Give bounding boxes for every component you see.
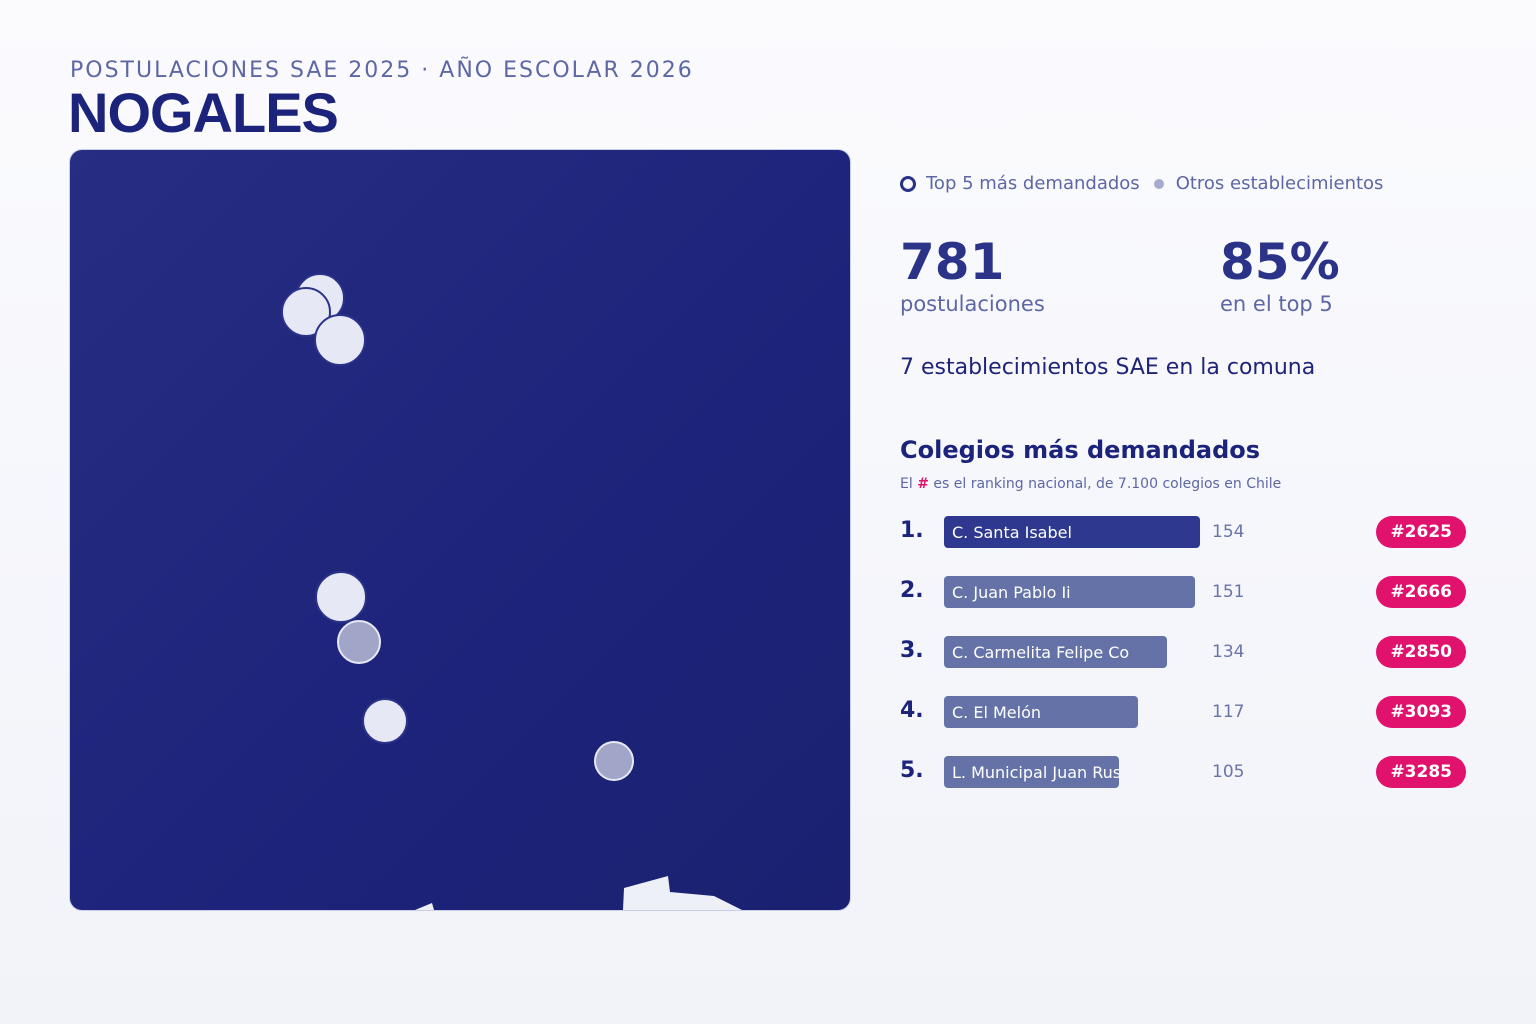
- applications-label: postulaciones: [900, 292, 1045, 316]
- rank-badge: #2666: [1376, 576, 1466, 608]
- others-dot-icon: [1153, 178, 1164, 189]
- map-panel[interactable]: [70, 150, 850, 910]
- rank-bar: L. Municipal Juan Rusque: [944, 756, 1119, 788]
- legend-others-label: Otros establecimientos: [1175, 173, 1384, 194]
- map-neighbor-shape: [415, 903, 434, 910]
- rank-school-name: C. Juan Pablo Ii: [952, 583, 1071, 602]
- applications-value: 781: [900, 233, 1005, 291]
- rank-position: 2.: [900, 578, 924, 603]
- top5-share-label: en el top 5: [1220, 292, 1333, 316]
- rank-value: 134: [1212, 642, 1245, 662]
- rank-bar: C. Carmelita Felipe Co: [944, 636, 1167, 668]
- schools-count: 7 establecimientos SAE en la comuna: [900, 355, 1316, 380]
- rank-position: 3.: [900, 638, 924, 663]
- rank-position: 5.: [900, 758, 924, 783]
- page-supertitle: POSTULACIONES SAE 2025 · AÑO ESCOLAR 202…: [70, 58, 694, 83]
- ranking-note-hash: #: [917, 476, 929, 492]
- school-marker[interactable]: [594, 741, 634, 781]
- rank-badge: #3285: [1376, 756, 1466, 788]
- school-marker[interactable]: [315, 571, 367, 623]
- ranking-note-suffix: es el ranking nacional, de 7.100 colegio…: [933, 476, 1282, 492]
- rank-badge: #2625: [1376, 516, 1466, 548]
- ranking-title: Colegios más demandados: [900, 436, 1261, 464]
- school-marker[interactable]: [337, 620, 381, 664]
- rank-bar: C. El Melón: [944, 696, 1138, 728]
- rank-position: 1.: [900, 518, 924, 543]
- map-svg[interactable]: [70, 150, 850, 910]
- ranking-row[interactable]: 3. C. Carmelita Felipe Co 134 #2850: [900, 636, 1470, 670]
- map-legend: Top 5 más demandados Otros establecimien…: [900, 173, 1383, 194]
- rank-value: 117: [1212, 702, 1245, 722]
- ranking-note: El # es el ranking nacional, de 7.100 co…: [900, 476, 1281, 492]
- rank-bar: C. Juan Pablo Ii: [944, 576, 1195, 608]
- page-title: NOGALES: [68, 81, 339, 144]
- school-marker[interactable]: [314, 314, 366, 366]
- rank-badge: #3093: [1376, 696, 1466, 728]
- rank-value: 151: [1212, 582, 1245, 602]
- ranking-row[interactable]: 2. C. Juan Pablo Ii 151 #2666: [900, 576, 1470, 610]
- applications-stat: 781 postulaciones: [900, 232, 1045, 316]
- top5-ring-icon: [900, 175, 916, 192]
- school-marker[interactable]: [281, 287, 331, 337]
- ranking-row[interactable]: 1. C. Santa Isabel 154 #2625: [900, 516, 1470, 550]
- rank-badge: #2850: [1376, 636, 1466, 668]
- rank-value: 105: [1212, 762, 1245, 782]
- school-marker[interactable]: [362, 698, 408, 744]
- top5-share-value: 85%: [1220, 233, 1340, 291]
- map-neighbor-shape: [623, 876, 742, 910]
- rank-position: 4.: [900, 698, 924, 723]
- ranking-note-prefix: El: [900, 476, 913, 492]
- rank-school-name: C. Santa Isabel: [952, 523, 1072, 542]
- rank-school-name: L. Municipal Juan Rusque: [952, 763, 1119, 782]
- rank-school-name: C. Carmelita Felipe Co: [952, 643, 1130, 662]
- ranking-row[interactable]: 4. C. El Melón 117 #3093: [900, 696, 1470, 730]
- legend-top5-label: Top 5 más demandados: [926, 173, 1140, 194]
- rank-value: 154: [1212, 522, 1245, 542]
- rank-bar: C. Santa Isabel: [944, 516, 1200, 548]
- rank-school-name: C. El Melón: [952, 703, 1042, 722]
- top5-share-stat: 85% en el top 5: [1220, 232, 1340, 316]
- ranking-row[interactable]: 5. L. Municipal Juan Rusque 105 #3285: [900, 756, 1470, 790]
